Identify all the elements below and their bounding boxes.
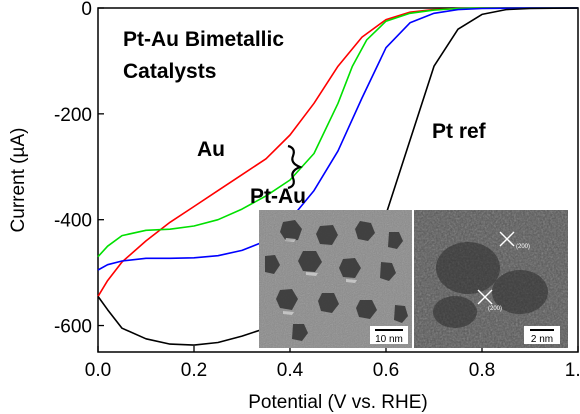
lattice-label-1: (200) <box>516 244 530 250</box>
y-tick-label: -600 <box>54 317 92 338</box>
series-line-2 <box>97 7 578 271</box>
annotation-pt-ref: Pt ref <box>432 120 487 143</box>
series-line-1 <box>97 7 578 258</box>
annotation-pt-au: Pt-Au <box>250 185 306 208</box>
y-tick-label: 0 <box>81 0 92 20</box>
x-tick-label: 1.0 <box>565 360 580 381</box>
scale-bar-left: 10 nm <box>375 334 403 345</box>
lattice-label-2: (200) <box>488 306 502 312</box>
inset-tem-images: 10 nm (200) (200) 2 nm <box>259 210 568 348</box>
axis-ticks: 0.0 0.2 0.4 0.6 0.8 1.0 0 -200 -400 -600 <box>54 0 580 381</box>
x-tick-label: 0.8 <box>469 360 495 381</box>
annotation-title-line2: Catalysts <box>123 60 216 83</box>
y-axis-title: Current (µA) <box>8 128 29 233</box>
tem-image-left: 10 nm <box>259 210 412 348</box>
x-tick-label: 0.6 <box>373 360 399 381</box>
plot-frame <box>97 7 579 353</box>
y-tick-label: -400 <box>54 211 92 232</box>
x-tick-label: 0.4 <box>277 360 304 381</box>
x-axis-title: Potential (V vs. RHE) <box>248 392 428 413</box>
scale-bar-right: 2 nm <box>531 334 553 345</box>
annotation-brace <box>287 144 303 190</box>
x-tick-label: 0.0 <box>85 360 111 381</box>
x-tick-label: 0.2 <box>181 360 207 381</box>
annotation-title-line1: Pt-Au Bimetallic <box>123 28 284 51</box>
annotation-au: Au <box>197 138 225 161</box>
y-tick-label: -200 <box>54 105 92 126</box>
tem-image-right: (200) (200) 2 nm <box>414 210 568 348</box>
